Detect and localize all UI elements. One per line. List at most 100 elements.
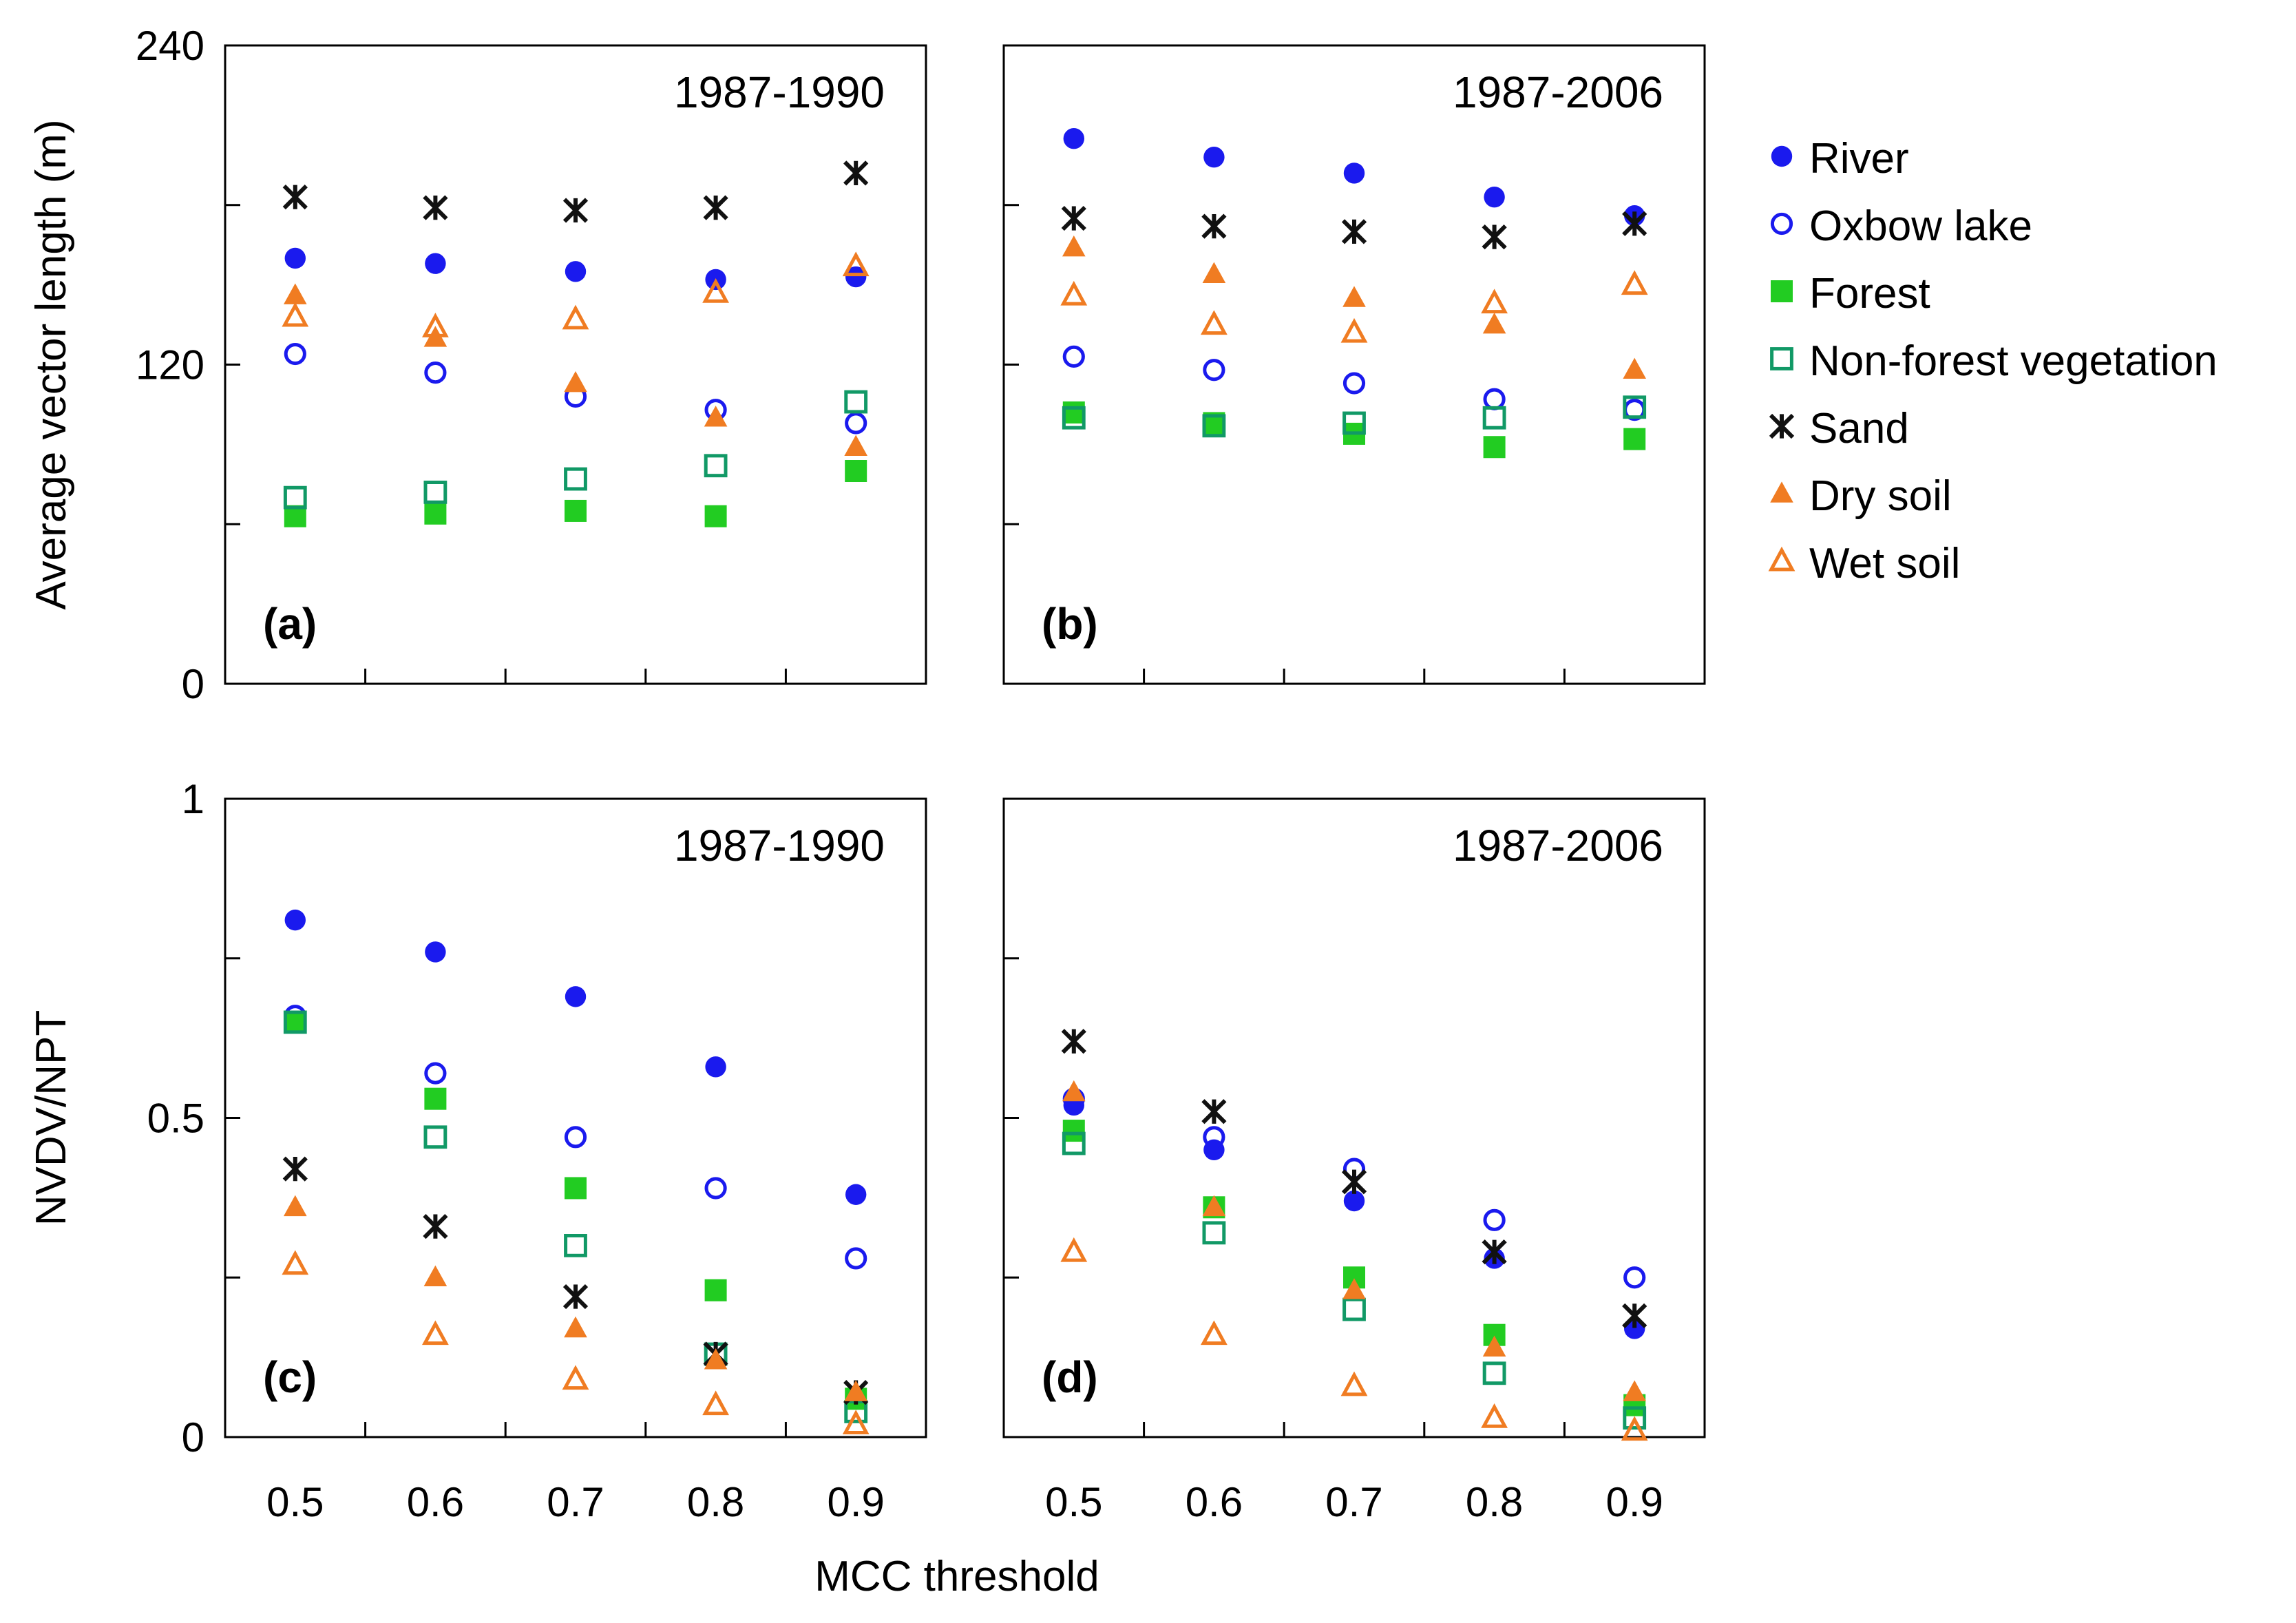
data-point-river-shape [1343, 1190, 1365, 1212]
data-point-oxbow-shape [424, 1062, 447, 1085]
data-point-wet-shape [1200, 310, 1228, 335]
panel-letter: (c) [263, 1352, 317, 1402]
data-point-forest [1062, 1120, 1085, 1142]
data-point-river-shape [284, 909, 306, 931]
data-point-wet [1481, 289, 1508, 314]
legend-item-wet: Wet soil [1768, 540, 1960, 587]
data-point-wet [1200, 1320, 1228, 1345]
x-axis-title: MCC threshold [814, 1553, 1099, 1600]
data-point-sand [562, 1284, 589, 1310]
data-point-oxbow [1203, 359, 1225, 381]
data-point-forest-shape [284, 1011, 306, 1034]
data-point-nonforest [1482, 1361, 1506, 1385]
data-point-nonforest-shape [1482, 1361, 1506, 1385]
data-point-dry-shape [844, 434, 867, 457]
data-point-nonforest-shape [283, 485, 307, 510]
data-point-sand [1061, 205, 1086, 231]
data-point-forest [565, 1177, 587, 1200]
y-tick-label: 240 [136, 23, 204, 69]
data-point-nonforest-shape [1623, 395, 1647, 419]
legend-item-sand: Sand [1769, 405, 1909, 452]
data-point-nonforest [1623, 1406, 1647, 1430]
panel-letter: (a) [263, 599, 317, 649]
data-point-nonforest-shape [423, 1125, 447, 1149]
legend-label: Forest [1809, 270, 1930, 317]
data-point-wet-shape [562, 1365, 589, 1390]
data-point-sand [1482, 224, 1507, 250]
data-point-nonforest [1202, 1221, 1226, 1245]
data-point-oxbow-shape [704, 1177, 727, 1200]
data-point-river-shape [425, 253, 446, 274]
data-point-wet [1200, 310, 1228, 335]
data-point-forest-shape [1623, 428, 1646, 450]
data-point-dry-shape [284, 1195, 307, 1217]
data-point-oxbow [1623, 1266, 1646, 1289]
data-point-dry-shape [1482, 312, 1506, 334]
legend-label: Non-forest vegetation [1809, 337, 2218, 385]
data-point-forest-shape [845, 460, 867, 482]
data-point-nonforest [1623, 395, 1647, 419]
data-point-nonforest-shape [1482, 406, 1506, 430]
data-point-wet [1621, 1416, 1648, 1441]
data-point-sand [1482, 1239, 1507, 1265]
data-point-oxbow [1483, 1208, 1506, 1231]
data-point-river [425, 941, 446, 963]
data-point-dry-shape [704, 406, 728, 427]
data-point-dry [284, 283, 307, 304]
legend-label: River [1809, 135, 1909, 182]
data-point-wet-shape [702, 1390, 730, 1416]
data-point-nonforest [844, 390, 868, 414]
data-point-nonforest-shape [423, 481, 447, 504]
data-point-oxbow [1342, 372, 1366, 395]
data-point-nonforest-shape [1062, 1131, 1086, 1155]
data-point-river-shape [1484, 186, 1505, 208]
data-point-wet-shape [282, 1250, 309, 1275]
data-point-sand [703, 195, 728, 220]
data-point-dry [1202, 1195, 1226, 1217]
x-tick-label: 0.8 [1466, 1479, 1523, 1525]
data-point-river [1063, 127, 1085, 149]
data-point-river-shape [1063, 127, 1085, 149]
data-point-wet-shape [842, 251, 870, 277]
data-point-dry [1482, 1335, 1506, 1357]
data-point-river [284, 247, 306, 269]
data-point-dry [844, 1380, 867, 1401]
data-point-forest-shape [424, 1087, 447, 1110]
data-point-sand [282, 185, 308, 210]
y-tick-label: 0.5 [147, 1096, 204, 1142]
data-point-nonforest [283, 1010, 307, 1034]
panel-letter: (b) [1042, 599, 1098, 649]
data-point-dry [1062, 1080, 1086, 1102]
data-point-river [565, 986, 587, 1007]
data-point-nonforest-shape [844, 390, 868, 414]
legend-marker-nonforest [1770, 347, 1793, 370]
y-tick-label: 120 [136, 342, 204, 388]
panel-title: 1987-1990 [674, 67, 885, 117]
legend-item-nonforest: Non-forest vegetation [1770, 337, 2218, 385]
data-point-sand [843, 160, 869, 186]
data-point-forest-shape [1062, 401, 1085, 424]
data-point-forest-shape [1483, 436, 1506, 459]
legend-marker-wet-shape [1768, 546, 1795, 572]
y-tick-label: 0 [182, 1414, 204, 1460]
data-point-oxbow-shape [1203, 359, 1225, 381]
data-point-dry-shape [1342, 286, 1366, 307]
data-point-dry [704, 1348, 728, 1370]
y-axis-title: NVDV/NPT [28, 1010, 75, 1226]
data-point-dry-shape [564, 370, 587, 392]
data-point-dry [704, 406, 728, 427]
data-point-wet [421, 1320, 449, 1345]
data-point-nonforest [1202, 414, 1226, 438]
data-point-nonforest [283, 485, 307, 510]
data-point-dry-shape [284, 283, 307, 304]
data-point-nonforest-shape [1202, 1221, 1226, 1245]
data-point-wet [1060, 280, 1088, 306]
data-point-oxbow-shape [564, 1126, 587, 1149]
legend-marker-wet [1768, 546, 1795, 572]
data-point-sand [562, 198, 589, 223]
y-tick-label: 1 [182, 776, 204, 822]
legend-marker-oxbow [1770, 212, 1793, 235]
data-point-oxbow [424, 1062, 447, 1085]
x-tick-label: 0.7 [547, 1479, 604, 1525]
data-point-river [565, 261, 587, 282]
